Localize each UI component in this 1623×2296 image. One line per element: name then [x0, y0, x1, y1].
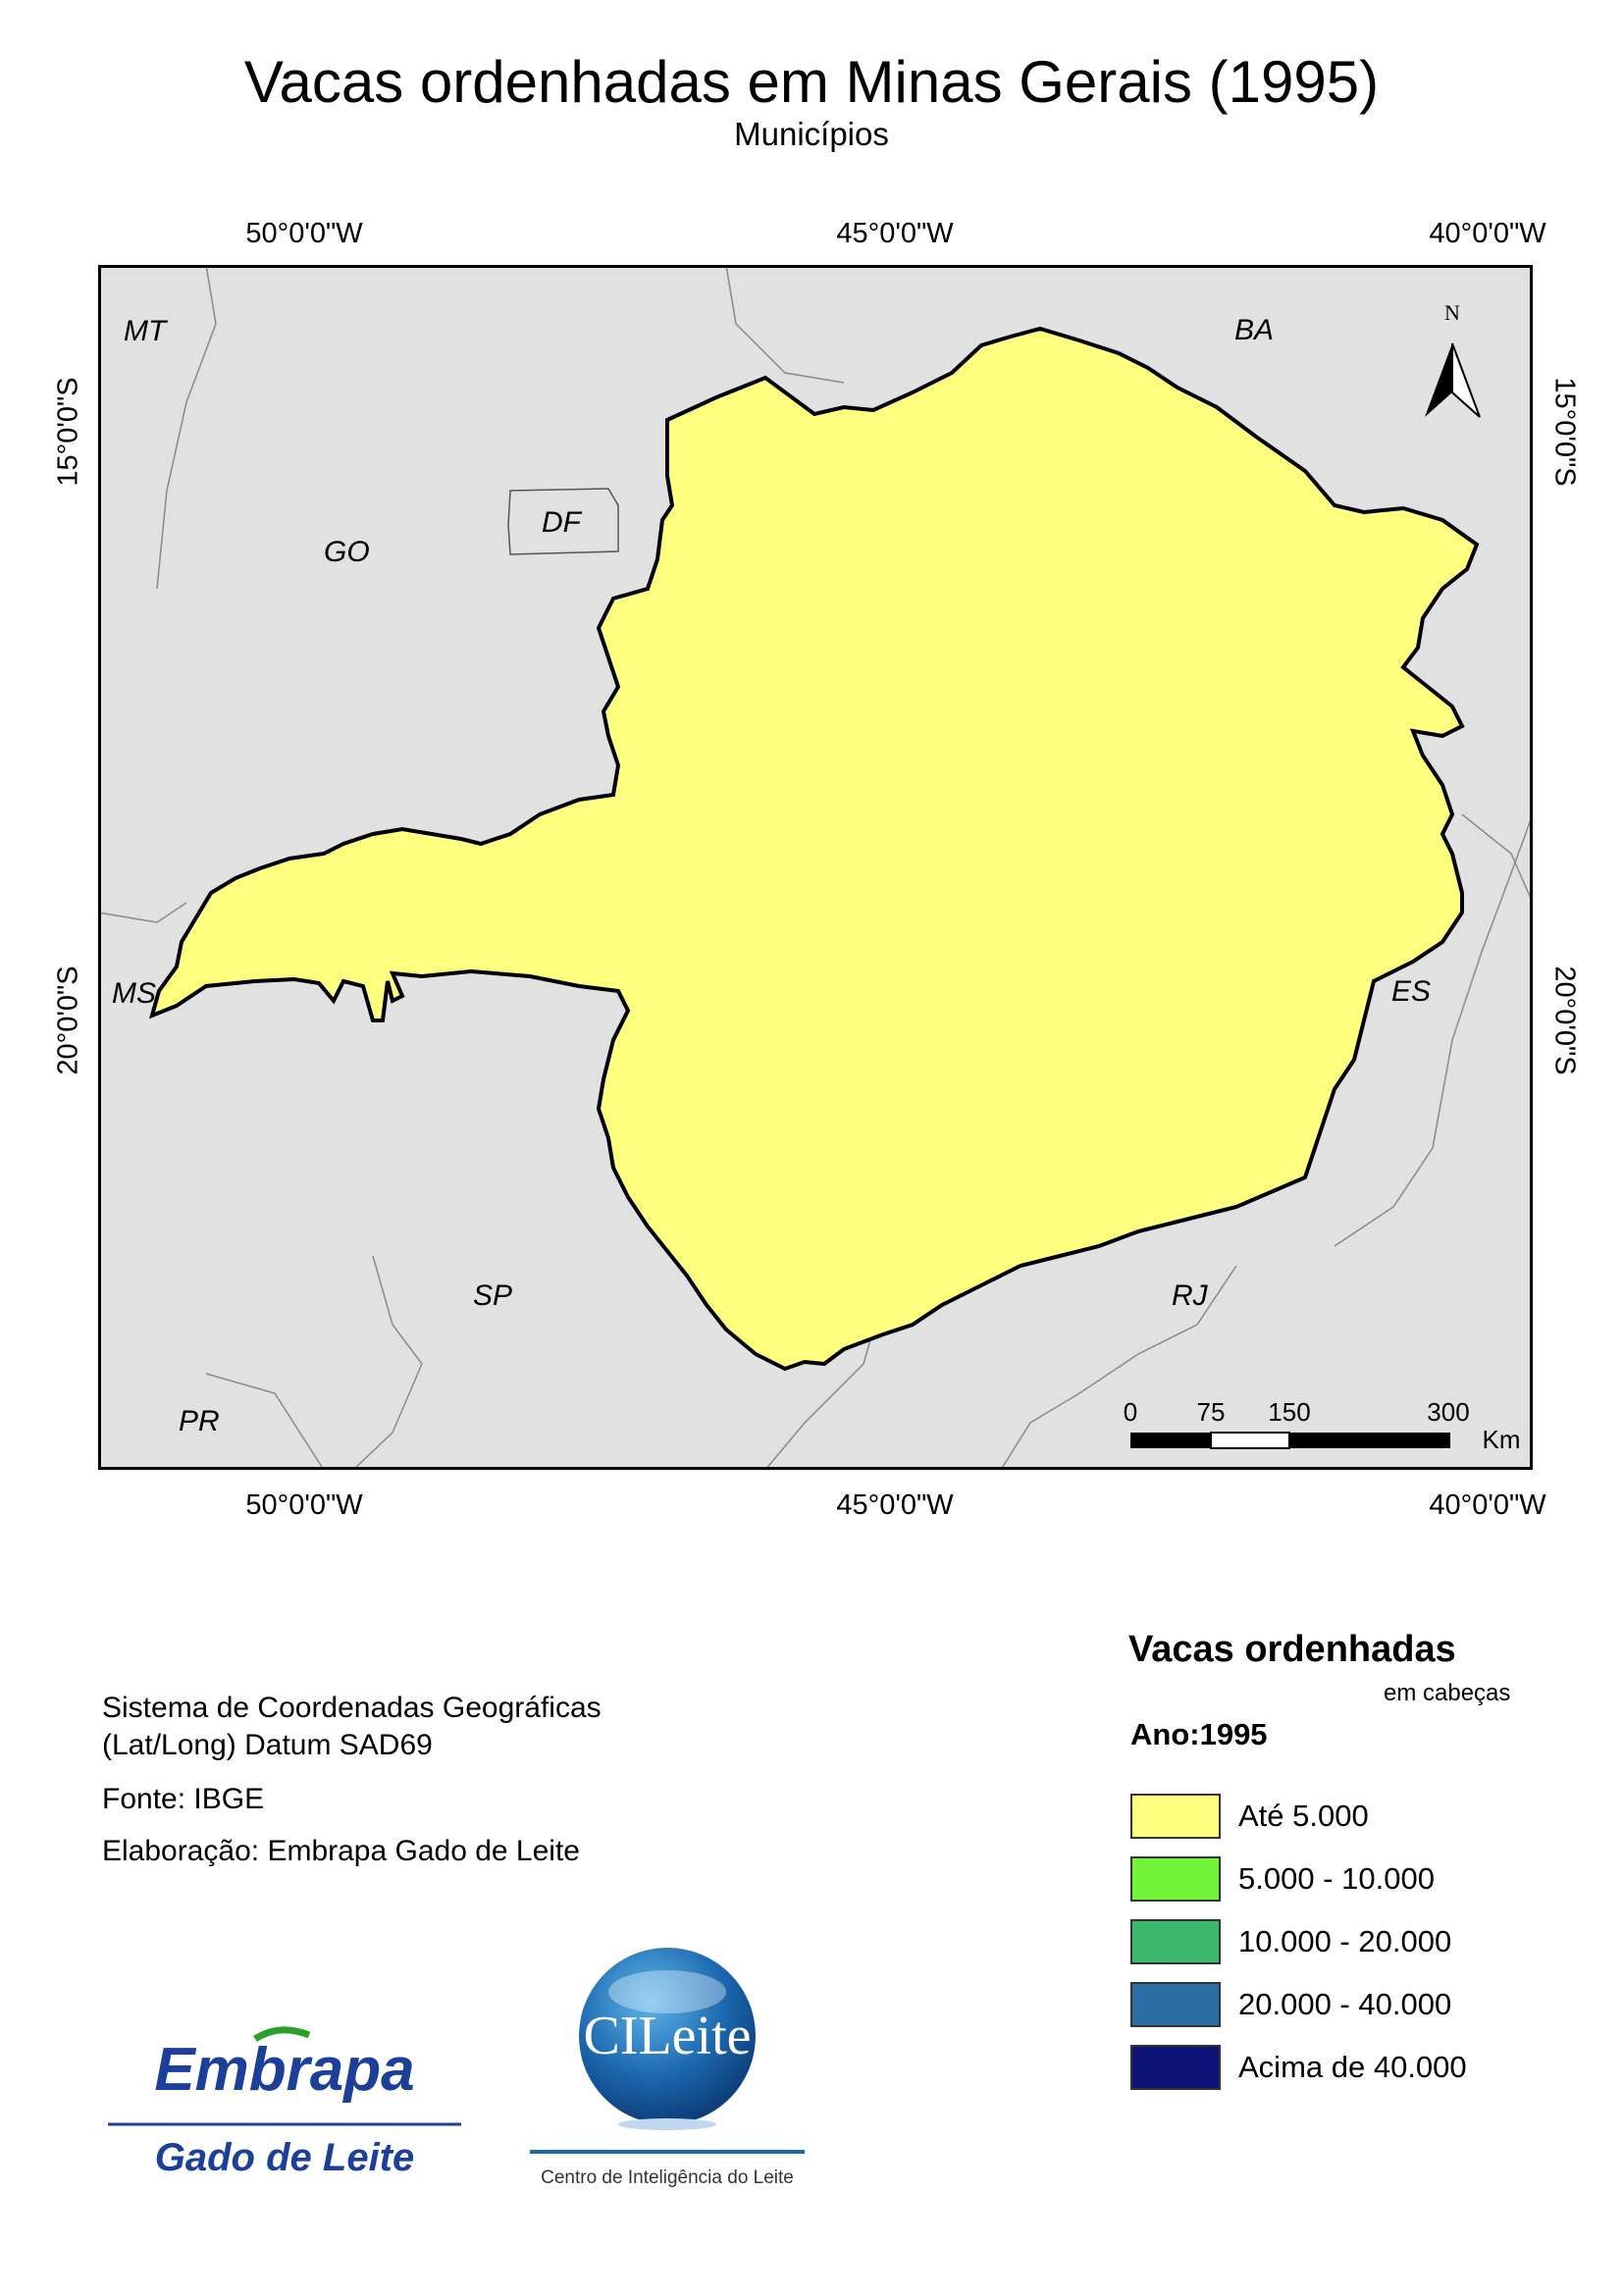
embrapa-logo: Embrapa Gado de Leite [108, 2021, 461, 2188]
graticule-right-15s: 15°0'0"S [1548, 377, 1581, 487]
scale-tick-75: 75 [1197, 1397, 1226, 1427]
scale-tick-300: 300 [1427, 1397, 1469, 1427]
state-label-df: DF [542, 506, 583, 539]
state-label-es: ES [1391, 975, 1431, 1008]
embrapa-logo-unit: Gado de Leite [155, 2136, 415, 2179]
legend-swatch [1130, 1794, 1221, 1839]
graticule-bottom-50w: 50°0'0"W [245, 1489, 363, 1521]
legend-swatch [1130, 1982, 1221, 2027]
source-text: Fonte: IBGE [102, 1783, 265, 1815]
graticule-left-15s: 15°0'0"S [52, 377, 84, 487]
legend-item-10000-20000: 10.000 - 20.000 [1130, 1917, 1451, 1966]
legend-label: 5.000 - 10.000 [1238, 1861, 1435, 1896]
scale-unit: Km [1483, 1425, 1521, 1454]
scale-bar: 0 75 150 300 Km [1124, 1397, 1521, 1454]
legend-item-5000-10000: 5.000 - 10.000 [1130, 1854, 1435, 1904]
state-label-ms: MS [112, 977, 156, 1010]
state-label-mt: MT [124, 315, 169, 347]
north-arrow: N [1425, 300, 1481, 418]
author-text: Elaboração: Embrapa Gado de Leite [102, 1835, 580, 1867]
embrapa-logo-name: Embrapa [154, 2036, 414, 2104]
legend-year: Ano:1995 [1130, 1717, 1268, 1751]
map-frame-border [98, 265, 1533, 1470]
north-arrow-label: N [1444, 300, 1460, 325]
graticule-bottom-40w: 40°0'0"W [1429, 1489, 1546, 1521]
legend-label: Até 5.000 [1238, 1799, 1369, 1833]
map-subtitle: Municípios [734, 116, 889, 152]
cileite-logo: CILeite Centro de Inteligência do Leite [530, 1948, 805, 2188]
map-canvas: MT BA GO DF MS ES SP RJ PR N 0 75 150 30… [98, 265, 1533, 1470]
df-boundary [507, 488, 619, 555]
legend-item-20000-40000: 20.000 - 40.000 [1130, 1980, 1451, 2029]
map-title: Vacas ordenhadas em Minas Gerais (1995) [243, 49, 1380, 115]
state-label-rj: RJ [1172, 1279, 1209, 1312]
legend-unit: em cabeças [1384, 1680, 1511, 1706]
legend-item-up-to-5000: Até 5.000 [1130, 1792, 1369, 1841]
cileite-logo-name: CILeite [583, 2006, 751, 2066]
scale-tick-150: 150 [1268, 1397, 1310, 1427]
state-label-pr: PR [179, 1405, 220, 1437]
crs-line-1: Sistema de Coordenadas Geográficas [102, 1692, 602, 1724]
legend-item-above-40000: Acima de 40.000 [1130, 2043, 1467, 2092]
crs-line-2: (Lat/Long) Datum SAD69 [102, 1729, 433, 1761]
state-label-sp: SP [473, 1279, 512, 1312]
state-label-ba: BA [1234, 314, 1274, 346]
cileite-logo-caption: Centro de Inteligência do Leite [541, 2167, 794, 2188]
scale-tick-0: 0 [1124, 1397, 1137, 1427]
legend-label: 10.000 - 20.000 [1238, 1924, 1452, 1958]
legend-swatch [1130, 1856, 1221, 1902]
graticule-left-20s: 20°0'0"S [52, 965, 84, 1075]
legend-swatch [1130, 1919, 1221, 1964]
legend-swatch [1130, 2045, 1221, 2090]
graticule-top-40w: 40°0'0"W [1429, 218, 1546, 249]
graticule-right-20s: 20°0'0"S [1548, 965, 1581, 1075]
state-label-go: GO [324, 536, 370, 568]
legend-label: 20.000 - 40.000 [1238, 1987, 1452, 2021]
legend-label: Acima de 40.000 [1238, 2050, 1467, 2084]
graticule-bottom-45w: 45°0'0"W [836, 1489, 954, 1521]
graticule-top-50w: 50°0'0"W [245, 218, 363, 249]
legend-title: Vacas ordenhadas [1128, 1629, 1456, 1670]
graticule-top-45w: 45°0'0"W [836, 218, 954, 249]
